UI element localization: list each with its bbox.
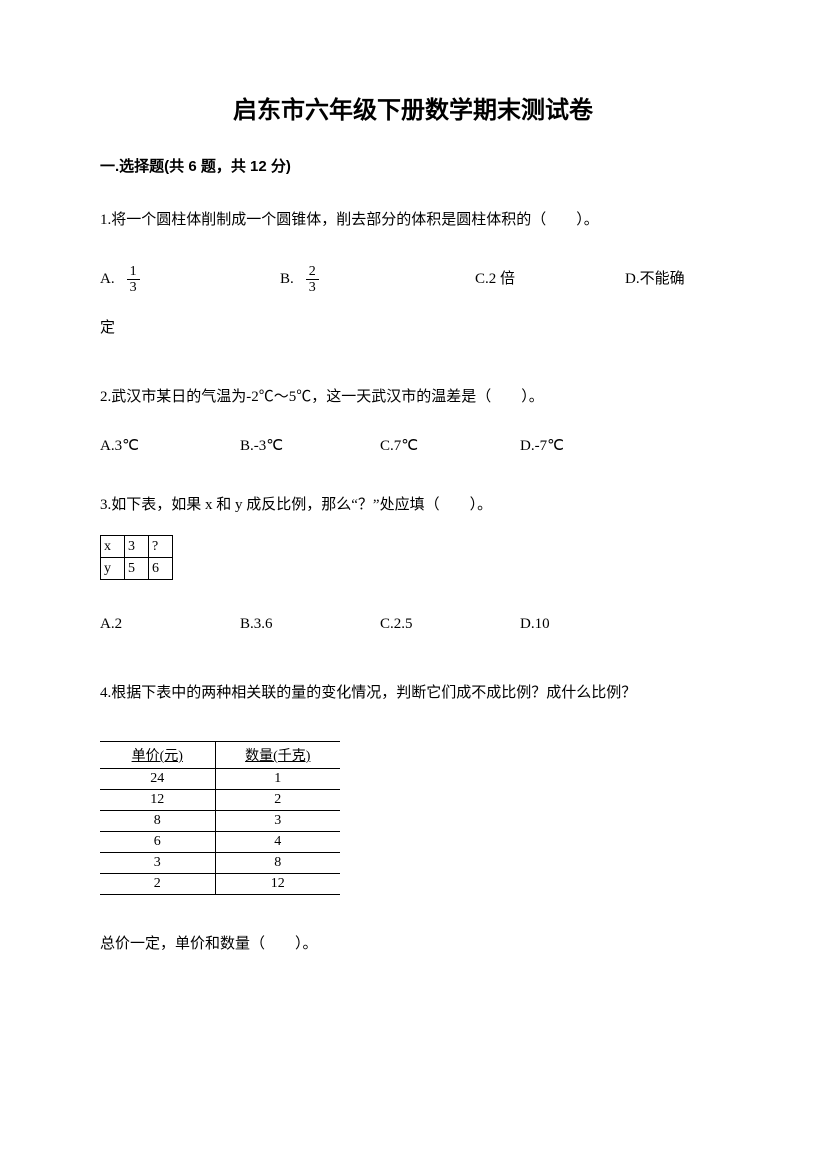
q1-option-d: D.不能确 (625, 260, 726, 299)
cell: 3 (215, 811, 340, 832)
q1-option-c: C.2 倍 (475, 260, 625, 299)
q3-table: x 3 ? y 5 6 (100, 535, 173, 580)
question-4-conclusion: 总价一定，单价和数量（ ）。 (100, 925, 726, 964)
question-2-text: 2.武汉市某日的气温为-2℃～5℃，这一天武汉市的温差是（ ）。 (100, 378, 726, 417)
cell: 12 (215, 874, 340, 895)
q1-option-b: B. 2 3 (280, 260, 475, 299)
cell: y (101, 558, 125, 580)
col-header: 单价(元) (100, 742, 215, 769)
fraction-den: 3 (127, 280, 140, 295)
cell: ? (149, 536, 173, 558)
q2-option-b: B.-3℃ (240, 427, 380, 466)
table-row: 2 12 (100, 874, 340, 895)
q3-option-d: D.10 (520, 605, 660, 644)
cell: 12 (100, 790, 215, 811)
cell: 1 (215, 769, 340, 790)
fraction-num: 1 (127, 264, 140, 280)
cell: 3 (125, 536, 149, 558)
q1-continuation: 定 (100, 309, 726, 348)
table-row: 3 8 (100, 853, 340, 874)
question-3-options: A.2 B.3.6 C.2.5 D.10 (100, 605, 726, 644)
section-heading: 一.选择题(共 6 题，共 12 分) (100, 155, 726, 176)
question-4-text: 4.根据下表中的两种相关联的量的变化情况，判断它们成不成比例？成什么比例？ (100, 674, 726, 713)
fraction-den: 3 (306, 280, 319, 295)
question-2-options: A.3℃ B.-3℃ C.7℃ D.-7℃ (100, 427, 726, 466)
q1-optA-label: A. (100, 260, 115, 299)
fraction-num: 2 (306, 264, 319, 280)
fraction-2-3: 2 3 (306, 264, 319, 296)
cell: 2 (100, 874, 215, 895)
cell: x (101, 536, 125, 558)
cell: 3 (100, 853, 215, 874)
q3-option-c: C.2.5 (380, 605, 520, 644)
cell: 4 (215, 832, 340, 853)
table-row: y 5 6 (101, 558, 173, 580)
cell: 6 (149, 558, 173, 580)
cell: 8 (215, 853, 340, 874)
table-header-row: 单价(元) 数量(千克) (100, 742, 340, 769)
cell: 24 (100, 769, 215, 790)
q1-optB-label: B. (280, 260, 294, 299)
q2-option-c: C.7℃ (380, 427, 520, 466)
table-row: 12 2 (100, 790, 340, 811)
q3-option-b: B.3.6 (240, 605, 380, 644)
q2-option-d: D.-7℃ (520, 427, 660, 466)
question-1-options: A. 1 3 B. 2 3 C.2 倍 D.不能确 (100, 260, 726, 299)
table-row: x 3 ? (101, 536, 173, 558)
cell: 2 (215, 790, 340, 811)
fraction-1-3: 1 3 (127, 264, 140, 296)
table-row: 24 1 (100, 769, 340, 790)
table-row: 8 3 (100, 811, 340, 832)
cell: 8 (100, 811, 215, 832)
question-3-text: 3.如下表，如果 x 和 y 成反比例，那么“？”处应填（ ）。 (100, 486, 726, 525)
question-1-text: 1.将一个圆柱体削制成一个圆锥体，削去部分的体积是圆柱体积的（ ）。 (100, 201, 726, 240)
col-header: 数量(千克) (215, 742, 340, 769)
cell: 6 (100, 832, 215, 853)
q1-option-a: A. 1 3 (100, 260, 280, 299)
q2-option-a: A.3℃ (100, 427, 240, 466)
cell: 5 (125, 558, 149, 580)
q3-option-a: A.2 (100, 605, 240, 644)
table-row: 6 4 (100, 832, 340, 853)
page-title: 启东市六年级下册数学期末测试卷 (100, 90, 726, 125)
q4-table: 单价(元) 数量(千克) 24 1 12 2 8 3 6 4 3 8 2 12 (100, 741, 340, 895)
